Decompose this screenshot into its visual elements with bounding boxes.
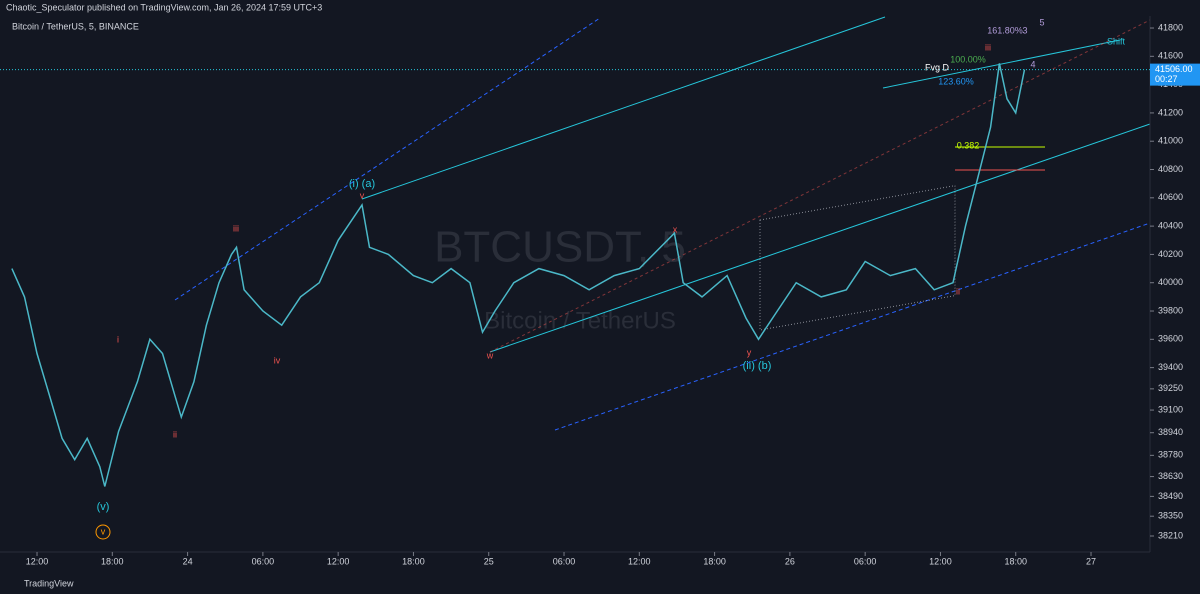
x-tick-label: 18:00: [402, 556, 425, 566]
annotation: w: [486, 350, 494, 360]
x-tick-label: 12:00: [26, 556, 49, 566]
channel-line: [489, 123, 1151, 353]
annotation: 0.382: [957, 140, 980, 150]
x-tick-label: 06:00: [252, 556, 275, 566]
y-tick-label: 39100: [1158, 404, 1183, 414]
annotation: v: [360, 190, 365, 200]
annotation: iii: [985, 42, 991, 52]
x-tick-label: 06:00: [854, 556, 877, 566]
header-bar: [0, 0, 1200, 16]
y-tick-label: 39250: [1158, 383, 1183, 393]
annotation: y: [747, 347, 752, 357]
annotation: iii: [233, 223, 239, 233]
x-tick-label: 26: [785, 556, 795, 566]
annotation: (v): [97, 501, 110, 513]
y-tick-label: 38780: [1158, 450, 1183, 460]
y-tick-label: 40600: [1158, 192, 1183, 202]
x-tick-label: 12:00: [929, 556, 952, 566]
annotation: v: [101, 526, 106, 536]
y-tick-label: 41600: [1158, 51, 1183, 61]
y-tick-label: 41000: [1158, 136, 1183, 146]
annotation: iv: [274, 355, 281, 365]
footer-logo: TradingView: [24, 578, 74, 588]
y-tick-label: 40000: [1158, 277, 1183, 287]
price-line: [11, 63, 1026, 487]
x-tick-label: 24: [183, 556, 193, 566]
x-tick-label: 12:00: [628, 556, 651, 566]
annotation: Fvg D: [925, 62, 950, 72]
countdown: 00:27: [1155, 74, 1178, 84]
y-tick-label: 38350: [1158, 511, 1183, 521]
channel-line: [174, 17, 601, 301]
x-tick-label: 18:00: [101, 556, 124, 566]
annotation-circle: [95, 524, 111, 540]
annotation: x: [673, 224, 678, 234]
annotation: 161.80%: [987, 25, 1023, 35]
annotation: 100.00%: [950, 54, 986, 64]
publisher: Chaotic_Speculator published on TradingV…: [6, 2, 322, 12]
drawings: [174, 16, 1151, 431]
y-tick-label: 38940: [1158, 427, 1183, 437]
x-tick-label: 06:00: [553, 556, 576, 566]
y-tick-label: 39800: [1158, 305, 1183, 315]
annotation: i: [117, 334, 119, 344]
y-tick-label: 38490: [1158, 491, 1183, 501]
x-tick-label: 12:00: [327, 556, 350, 566]
x-tick-label: 25: [484, 556, 494, 566]
annotation: (i) (a): [349, 178, 375, 190]
y-tick-label: 41800: [1158, 22, 1183, 32]
channel-line: [361, 16, 886, 200]
y-tick-label: 38210: [1158, 530, 1183, 540]
annotation: 5: [1039, 17, 1044, 27]
annotation: 3: [1022, 25, 1027, 35]
y-tick-label: 41200: [1158, 107, 1183, 117]
x-tick-label: 18:00: [1004, 556, 1027, 566]
y-tick-label: 39400: [1158, 362, 1183, 372]
current-price-box: [1150, 63, 1200, 86]
annotation: 4: [1030, 59, 1035, 69]
annotation: ii: [956, 286, 960, 296]
box: [759, 185, 956, 331]
footer-bar: [0, 575, 1200, 594]
y-tick-label: 40200: [1158, 249, 1183, 259]
x-tick-label: 18:00: [703, 556, 726, 566]
y-tick-label: 40400: [1158, 220, 1183, 230]
annotation: (ii) (b): [743, 360, 772, 372]
symbol-title: Bitcoin / TetherUS, 5, BINANCE: [12, 21, 139, 31]
watermark: BTCUSDT, 5: [434, 223, 686, 272]
y-tick-label: 38630: [1158, 471, 1183, 481]
y-tick-label: 40800: [1158, 164, 1183, 174]
annotation: 123.60%: [938, 76, 974, 86]
annotation: Shift: [1107, 36, 1126, 46]
channel-line: [882, 39, 1121, 89]
annotation: ii: [173, 429, 177, 439]
current-price-label: 41506.00: [1155, 64, 1193, 74]
x-tick-label: 27: [1086, 556, 1096, 566]
y-tick-label: 39600: [1158, 334, 1183, 344]
